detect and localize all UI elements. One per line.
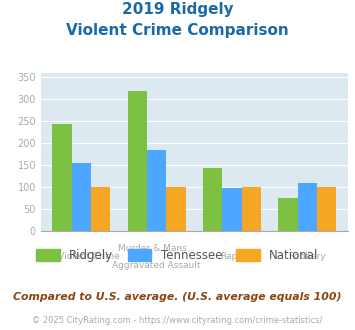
Bar [298, 182, 317, 231]
Bar [128, 91, 147, 231]
Text: 2019 Ridgely: 2019 Ridgely [122, 2, 233, 16]
Bar [91, 187, 110, 231]
Text: Robbery: Robbery [289, 252, 326, 261]
Bar [53, 124, 72, 231]
Text: All Violent Crime: All Violent Crime [44, 252, 119, 261]
Bar [278, 198, 298, 231]
Text: Rape: Rape [220, 252, 244, 261]
Text: Violent Crime Comparison: Violent Crime Comparison [66, 23, 289, 38]
Legend: Ridgely, Tennessee, National: Ridgely, Tennessee, National [32, 244, 323, 266]
Text: © 2025 CityRating.com - https://www.cityrating.com/crime-statistics/: © 2025 CityRating.com - https://www.city… [32, 316, 323, 325]
Bar [166, 187, 186, 231]
Bar [147, 150, 166, 231]
Text: Murder & Mans...: Murder & Mans... [118, 244, 195, 253]
Bar [203, 168, 222, 231]
Bar [72, 163, 91, 231]
Bar [317, 187, 336, 231]
Text: Compared to U.S. average. (U.S. average equals 100): Compared to U.S. average. (U.S. average … [13, 292, 342, 302]
Bar [242, 187, 261, 231]
Bar [222, 188, 242, 231]
Text: Aggravated Assault: Aggravated Assault [113, 261, 201, 270]
